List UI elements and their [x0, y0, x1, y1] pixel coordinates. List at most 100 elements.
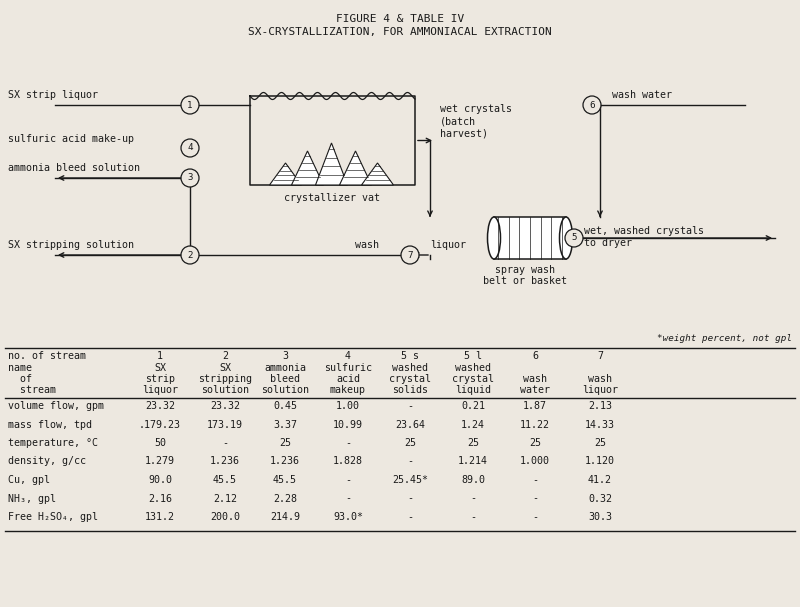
Text: -: -	[532, 493, 538, 503]
Text: wet crystals: wet crystals	[440, 104, 512, 114]
Text: 25: 25	[467, 438, 479, 448]
Text: -: -	[532, 512, 538, 522]
Text: density, g/cc: density, g/cc	[8, 456, 86, 467]
Text: sulfuric acid make-up: sulfuric acid make-up	[8, 134, 134, 144]
Text: 0.32: 0.32	[588, 493, 612, 503]
Text: 50: 50	[154, 438, 166, 448]
Text: 1.236: 1.236	[270, 456, 300, 467]
Text: washed: washed	[392, 363, 428, 373]
Ellipse shape	[487, 217, 501, 259]
Text: to dryer: to dryer	[584, 238, 632, 248]
Text: -: -	[222, 438, 228, 448]
Text: 214.9: 214.9	[270, 512, 300, 522]
Text: 2.28: 2.28	[273, 493, 297, 503]
Text: of: of	[8, 374, 32, 384]
Text: liquor: liquor	[582, 385, 618, 395]
Text: strip: strip	[145, 374, 175, 384]
Text: washed: washed	[455, 363, 491, 373]
Text: 93.0*: 93.0*	[333, 512, 363, 522]
Text: wash water: wash water	[612, 90, 672, 100]
Text: -: -	[470, 493, 476, 503]
Text: SX-CRYSTALLIZATION, FOR AMMONIACAL EXTRACTION: SX-CRYSTALLIZATION, FOR AMMONIACAL EXTRA…	[248, 27, 552, 37]
Text: 1.00: 1.00	[336, 401, 360, 411]
Text: 1.24: 1.24	[461, 419, 485, 430]
Text: 23.32: 23.32	[210, 401, 240, 411]
Text: 25: 25	[594, 438, 606, 448]
Text: 2.13: 2.13	[588, 401, 612, 411]
Text: 1: 1	[157, 351, 163, 361]
Text: -: -	[345, 493, 351, 503]
Text: 200.0: 200.0	[210, 512, 240, 522]
Ellipse shape	[559, 217, 573, 259]
Text: 0.45: 0.45	[273, 401, 297, 411]
Text: -: -	[407, 493, 413, 503]
Text: 14.33: 14.33	[585, 419, 615, 430]
Text: NH₃, gpl: NH₃, gpl	[8, 493, 56, 503]
Circle shape	[565, 229, 583, 247]
Text: 2.12: 2.12	[213, 493, 237, 503]
Polygon shape	[291, 151, 323, 185]
Text: temperature, °C: temperature, °C	[8, 438, 98, 448]
Text: 6: 6	[532, 351, 538, 361]
Text: 5 l: 5 l	[464, 351, 482, 361]
Text: 1.120: 1.120	[585, 456, 615, 467]
Text: 25: 25	[404, 438, 416, 448]
Text: no. of stream: no. of stream	[8, 351, 86, 361]
Text: 89.0: 89.0	[461, 475, 485, 485]
Text: 25: 25	[279, 438, 291, 448]
Text: .179.23: .179.23	[139, 419, 181, 430]
Text: belt or basket: belt or basket	[483, 276, 567, 286]
Text: SX stripping solution: SX stripping solution	[8, 240, 134, 250]
Text: -: -	[532, 475, 538, 485]
Text: wet, washed crystals: wet, washed crystals	[584, 226, 704, 236]
Text: -: -	[407, 401, 413, 411]
Text: 3: 3	[187, 174, 193, 183]
Text: 131.2: 131.2	[145, 512, 175, 522]
Text: 2: 2	[187, 251, 193, 260]
Text: *weight percent, not gpl: *weight percent, not gpl	[657, 334, 792, 343]
Text: acid: acid	[336, 374, 360, 384]
Text: stream: stream	[8, 385, 56, 395]
Text: wash: wash	[523, 374, 547, 384]
Text: crystal: crystal	[389, 374, 431, 384]
Text: 6: 6	[589, 101, 595, 109]
Circle shape	[583, 96, 601, 114]
Text: 10.99: 10.99	[333, 419, 363, 430]
Circle shape	[181, 139, 199, 157]
Circle shape	[401, 246, 419, 264]
Text: 1.87: 1.87	[523, 401, 547, 411]
Text: 4: 4	[345, 351, 351, 361]
Polygon shape	[362, 163, 394, 185]
Circle shape	[181, 169, 199, 187]
Text: makeup: makeup	[330, 385, 366, 395]
Text: 7: 7	[407, 251, 413, 260]
Text: 3: 3	[282, 351, 288, 361]
Text: 23.64: 23.64	[395, 419, 425, 430]
Text: solution: solution	[261, 385, 309, 395]
Text: 45.5: 45.5	[213, 475, 237, 485]
Text: 25.45*: 25.45*	[392, 475, 428, 485]
Text: mass flow, tpd: mass flow, tpd	[8, 419, 92, 430]
Bar	[494, 217, 566, 259]
Text: ammonia bleed solution: ammonia bleed solution	[8, 163, 140, 173]
Text: 0.21: 0.21	[461, 401, 485, 411]
Text: SX strip liquor: SX strip liquor	[8, 90, 98, 100]
Text: Cu, gpl: Cu, gpl	[8, 475, 50, 485]
Text: -: -	[345, 438, 351, 448]
Text: 5: 5	[571, 234, 577, 243]
Text: name: name	[8, 363, 32, 373]
Text: volume flow, gpm: volume flow, gpm	[8, 401, 104, 411]
Text: 1.236: 1.236	[210, 456, 240, 467]
Text: Free H₂SO₄, gpl: Free H₂SO₄, gpl	[8, 512, 98, 522]
Text: SX: SX	[219, 363, 231, 373]
Text: 1.279: 1.279	[145, 456, 175, 467]
Text: solution: solution	[201, 385, 249, 395]
Text: 41.2: 41.2	[588, 475, 612, 485]
Polygon shape	[339, 151, 371, 185]
Text: -: -	[470, 512, 476, 522]
Text: liquor: liquor	[430, 240, 466, 250]
Text: 5 s: 5 s	[401, 351, 419, 361]
Text: harvest): harvest)	[440, 128, 488, 138]
Text: ammonia: ammonia	[264, 363, 306, 373]
Text: crystallizer vat: crystallizer vat	[285, 193, 381, 203]
